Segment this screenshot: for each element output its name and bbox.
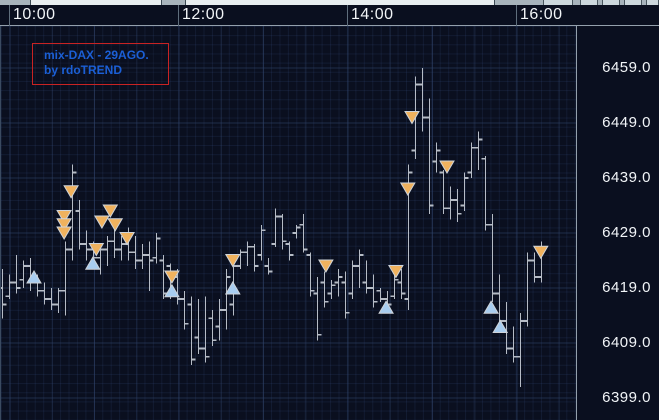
time-axis-label: 14:00 (351, 6, 394, 23)
toolbar-input-fragment[interactable] (185, 0, 495, 5)
toolbar-button-fragment[interactable] (580, 0, 598, 5)
sell-arrow-icon (164, 270, 180, 284)
price-axis-label: 6419.0 (602, 279, 651, 296)
symbol-legend-line2: by rdoTREND (44, 63, 122, 77)
sell-arrow-icon (56, 226, 72, 240)
buy-arrow-icon (164, 283, 180, 298)
sell-arrow-icon (56, 218, 72, 232)
toolbar-input-fragment[interactable] (30, 0, 162, 5)
time-axis: 10:00 12:00 14:00 16:00 (0, 5, 659, 26)
sell-arrow-icon (224, 254, 241, 268)
chart-plot-area[interactable]: mix-DAX - 29AGO. by rdoTREND (0, 26, 577, 420)
signal-arrows (26, 111, 549, 333)
toolbar-button-fragment[interactable] (543, 0, 573, 5)
time-axis-label: 12:00 (182, 6, 225, 23)
sell-arrow-icon (318, 259, 334, 273)
price-axis-label: 6409.0 (602, 334, 651, 351)
buy-arrow-icon (483, 300, 499, 314)
sell-arrow-icon (404, 111, 420, 125)
buy-arrow-icon (224, 281, 241, 295)
time-axis-tick (347, 5, 348, 26)
sell-arrow-icon (63, 185, 79, 199)
buy-arrow-icon (492, 319, 509, 333)
toolbar-clipped-strip (0, 0, 659, 5)
buy-arrow-icon (378, 300, 394, 314)
time-axis-label: 16:00 (520, 6, 563, 23)
time-axis-label: 10:00 (13, 6, 56, 23)
plot-svg (1, 26, 577, 420)
toolbar-button-fragment[interactable] (602, 0, 620, 5)
price-axis-label: 6429.0 (602, 224, 651, 241)
sell-arrow-icon (532, 245, 549, 260)
time-axis-tick (516, 5, 517, 26)
time-axis-tick (9, 5, 10, 26)
price-axis-label: 6399.0 (602, 389, 651, 406)
buy-arrow-icon (26, 270, 42, 284)
sell-arrow-icon (399, 182, 416, 196)
price-axis: 6459.0 6449.0 6439.0 6429.0 6419.0 6409.0 6399… (576, 26, 659, 420)
sell-arrow-icon (88, 243, 105, 257)
symbol-legend-line1: mix-DAX - 29AGO. (44, 48, 149, 62)
price-axis-label: 6459.0 (602, 59, 651, 76)
grid-lines (1, 26, 577, 420)
sell-arrow-icon (388, 265, 404, 279)
price-axis-label: 6449.0 (602, 114, 651, 131)
toolbar-button-fragment[interactable] (624, 0, 642, 5)
sell-arrow-icon (439, 160, 455, 174)
symbol-legend-box: mix-DAX - 29AGO. by rdoTREND (32, 43, 169, 85)
price-axis-label: 6439.0 (602, 169, 651, 186)
sell-arrow-icon (119, 232, 135, 246)
time-axis-tick (178, 5, 179, 26)
sell-arrow-icon (94, 215, 110, 229)
sell-arrow-icon (107, 218, 124, 232)
sell-arrow-icon (56, 210, 72, 224)
buy-arrow-icon (84, 256, 101, 270)
ohlc-bars (1, 68, 546, 387)
sell-arrow-icon (102, 204, 119, 218)
